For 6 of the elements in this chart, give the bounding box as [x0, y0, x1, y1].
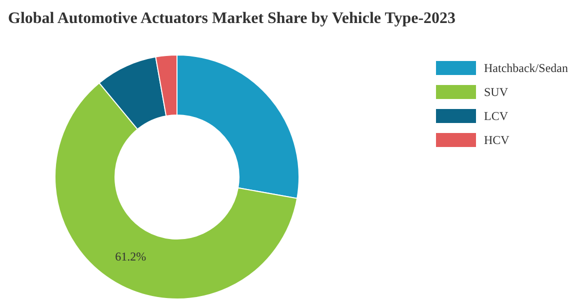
legend-label: HCV — [484, 132, 510, 148]
legend-label: SUV — [484, 84, 508, 100]
legend-label: Hatchback/Sedan — [484, 60, 568, 76]
data-label: 61.2% — [115, 249, 146, 264]
chart-title: Global Automotive Actuators Market Share by Vehicle Type-2023 — [8, 10, 456, 28]
legend-label: LCV — [484, 108, 508, 124]
